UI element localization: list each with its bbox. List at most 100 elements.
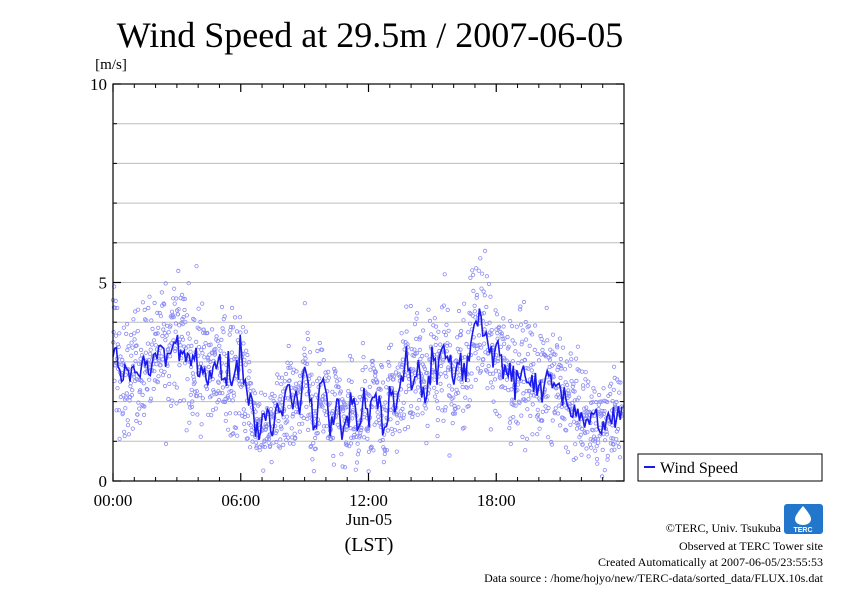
scatter-point	[493, 308, 498, 313]
scatter-point	[198, 434, 203, 439]
scatter-point	[463, 395, 468, 400]
scatter-point	[339, 452, 344, 457]
scatter-point	[481, 289, 486, 294]
scatter-point	[310, 457, 315, 462]
scatter-point	[511, 414, 516, 420]
scatter-point	[297, 380, 302, 385]
legend-box	[637, 453, 823, 482]
scatter-point	[436, 329, 441, 334]
scatter-point	[177, 362, 182, 368]
scatter-point	[326, 375, 331, 380]
scatter-point	[155, 331, 160, 336]
scatter-point	[209, 393, 214, 398]
scatter-point	[616, 444, 622, 449]
scatter-point	[433, 342, 438, 348]
scatter-point	[475, 343, 480, 348]
scatter-point	[210, 376, 215, 382]
scatter-point	[462, 355, 467, 360]
scatter-point	[403, 389, 409, 395]
scatter-point	[262, 444, 267, 450]
scatter-point	[383, 400, 388, 405]
scatter-point	[126, 432, 131, 437]
scatter-point	[306, 413, 311, 418]
scatter-point	[354, 460, 360, 465]
scatter-point	[148, 396, 154, 401]
scatter-point	[548, 353, 553, 358]
scatter-point	[201, 327, 206, 332]
scatter-point	[412, 321, 418, 327]
scatter-point	[182, 307, 187, 313]
x-tick-label: 06:00	[221, 491, 260, 510]
scatter-point	[341, 408, 346, 413]
scatter-point	[358, 427, 364, 433]
scatter-point	[537, 426, 542, 431]
scatter-point	[407, 386, 412, 392]
scatter-point	[520, 434, 525, 439]
scatter-point	[444, 374, 449, 379]
scatter-point	[229, 350, 234, 355]
scatter-point	[248, 381, 254, 386]
scatter-point	[417, 347, 422, 353]
scatter-point	[340, 397, 345, 402]
scatter-point	[558, 363, 564, 369]
scatter-point	[488, 294, 493, 299]
scatter-point	[281, 442, 286, 447]
scatter-point	[455, 390, 461, 395]
scatter-point	[220, 390, 225, 396]
scatter-point	[285, 419, 290, 424]
scatter-point	[122, 429, 127, 434]
scatter-point	[268, 395, 273, 400]
scatter-point	[502, 341, 507, 346]
scatter-point	[223, 418, 228, 423]
scatter-point	[115, 342, 120, 347]
scatter-point	[167, 381, 172, 386]
scatter-point	[157, 358, 162, 363]
scatter-point	[381, 459, 386, 465]
scatter-point	[420, 362, 425, 367]
legend-label: Wind Speed	[660, 460, 738, 477]
water-drop-icon	[795, 506, 811, 525]
scatter-point	[244, 348, 249, 353]
scatter-point	[605, 399, 610, 405]
scatter-point	[293, 381, 298, 386]
scatter-point	[320, 347, 325, 352]
scatter-point	[441, 418, 446, 423]
scatter-point	[305, 416, 310, 421]
scatter-point	[400, 357, 405, 362]
scatter-point	[203, 330, 208, 336]
scatter-point	[511, 402, 516, 408]
scatter-point	[181, 314, 186, 320]
scatter-point	[322, 408, 327, 413]
scatter-point	[529, 362, 534, 368]
scatter-point	[146, 305, 151, 311]
scatter-points	[110, 248, 624, 479]
scatter-point	[208, 342, 213, 347]
scatter-point	[545, 338, 550, 343]
scatter-point	[540, 409, 545, 414]
scatter-point	[485, 386, 490, 391]
scatter-point	[592, 389, 597, 394]
scatter-point	[324, 424, 329, 429]
scatter-point	[303, 383, 309, 389]
scatter-point	[274, 439, 279, 445]
scatter-point	[608, 381, 614, 386]
scatter-point	[146, 357, 151, 362]
scatter-point	[440, 359, 445, 364]
scatter-point	[446, 393, 451, 398]
scatter-point	[294, 409, 299, 414]
scatter-point	[266, 434, 271, 439]
scatter-point	[408, 303, 413, 309]
scatter-point	[349, 379, 354, 384]
scatter-point	[389, 426, 394, 431]
scatter-point	[195, 412, 200, 417]
scatter-point	[221, 329, 226, 335]
scatter-point	[292, 431, 297, 436]
scatter-point	[594, 456, 600, 462]
scatter-point	[191, 374, 196, 379]
scatter-point	[535, 407, 540, 412]
scatter-point	[455, 335, 460, 340]
scatter-point	[171, 315, 176, 320]
scatter-point	[188, 349, 193, 354]
scatter-point	[386, 359, 391, 365]
scatter-point	[417, 397, 422, 403]
